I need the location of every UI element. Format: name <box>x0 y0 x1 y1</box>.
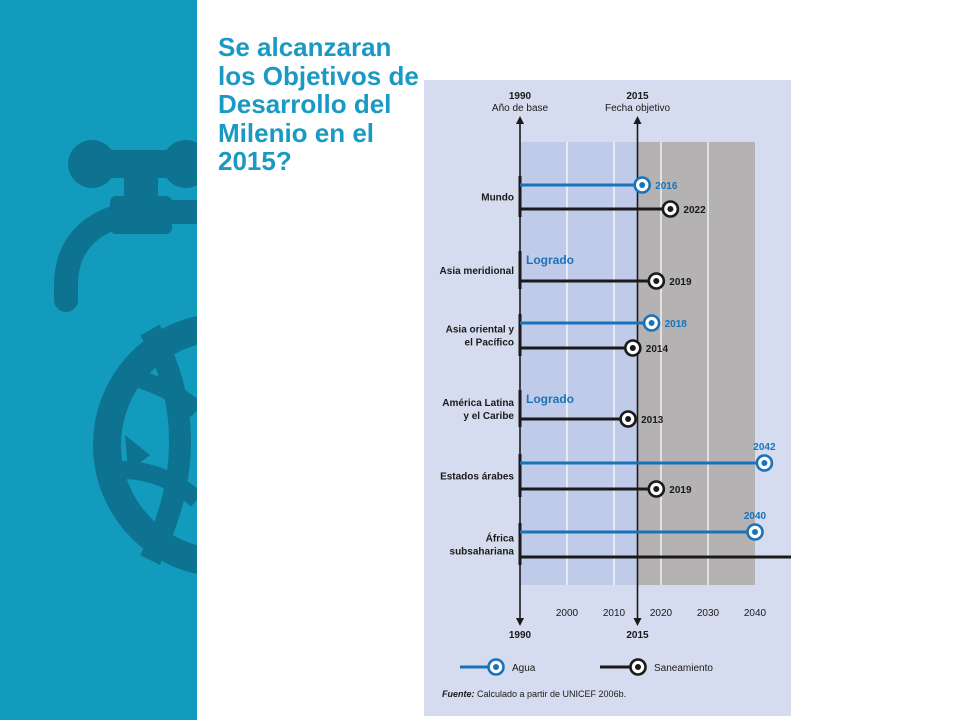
legend-saneamiento-marker-dot <box>635 664 641 670</box>
saneamiento-year-label: 2019 <box>669 485 692 496</box>
saneamiento-marker-dot <box>625 416 632 422</box>
base-year-axis-arrow-down <box>516 618 524 626</box>
saneamiento-year-label: 2013 <box>641 415 664 426</box>
saneamiento-marker-dot <box>653 486 660 492</box>
saneamiento-year-label: 2019 <box>669 277 692 288</box>
pre-target-band <box>520 142 638 585</box>
region-label: Estados árabes <box>440 472 514 483</box>
target-year-bottom-label: 2015 <box>626 630 649 641</box>
base-year-caption: Año de base <box>492 103 549 114</box>
source-text: Calculado a partir de UNICEF 2006b. <box>477 689 626 699</box>
agua-marker-dot <box>761 460 768 466</box>
agua-achieved-label: Logrado <box>526 253 574 267</box>
region-label: y el Caribe <box>463 411 514 422</box>
base-year-axis-arrow-up <box>516 116 524 124</box>
target-year-axis-arrow-up <box>633 116 642 124</box>
x-tick-label: 2040 <box>744 608 767 619</box>
legend-agua-label: Agua <box>512 663 536 674</box>
region-label: Asia meridional <box>440 266 515 277</box>
agua-year-label: 2042 <box>753 442 776 453</box>
saneamiento-marker-dot <box>653 278 660 284</box>
legend-saneamiento-label: Saneamiento <box>654 663 713 674</box>
agua-year-label: 2040 <box>744 511 767 522</box>
agua-marker-dot <box>648 320 655 326</box>
saneamiento-year-label: 2014 <box>646 344 669 355</box>
source-prefix: Fuente: <box>442 689 477 699</box>
agua-marker-dot <box>639 182 646 188</box>
agua-achieved-label: Logrado <box>526 392 574 406</box>
target-year-caption: Fecha objetivo <box>605 103 670 114</box>
region-label: subsahariana <box>450 547 515 558</box>
region-label: África <box>486 532 515 545</box>
post-target-band <box>637 142 755 585</box>
saneamiento-year-label: 2022 <box>683 205 706 216</box>
x-tick-label: 2000 <box>556 608 579 619</box>
region-label: el Pacífico <box>465 338 514 349</box>
agua-year-label: 2016 <box>655 181 678 192</box>
region-label: América Latina <box>442 398 514 409</box>
saneamiento-marker-dot <box>667 206 674 212</box>
source-note: Fuente: Calculado a partir de UNICEF 200… <box>442 689 626 699</box>
sidebar-decoration <box>0 0 197 720</box>
agua-marker-dot <box>752 529 758 535</box>
chart-panel: 1990 Año de base 2015 Fecha objetivo 2000 201… <box>424 80 791 716</box>
legend-agua-marker-dot <box>493 664 499 670</box>
agua-year-label: 2018 <box>665 319 688 330</box>
base-year-bottom-label: 1990 <box>509 630 532 641</box>
region-label: Mundo <box>481 193 514 204</box>
water-faucet-and-globe-icon <box>54 140 197 574</box>
target-year-axis-arrow-down <box>633 618 642 626</box>
region-label: Asia oriental y <box>446 325 515 336</box>
x-tick-label: 2010 <box>603 608 626 619</box>
target-year-label: 2015 <box>626 91 649 102</box>
x-tick-label: 2030 <box>697 608 720 619</box>
base-year-label: 1990 <box>509 91 532 102</box>
x-tick-label: 2020 <box>650 608 673 619</box>
saneamiento-marker-dot <box>629 345 636 351</box>
page-title: Se alcanzaran los Objetivos de Desarroll… <box>218 32 419 176</box>
